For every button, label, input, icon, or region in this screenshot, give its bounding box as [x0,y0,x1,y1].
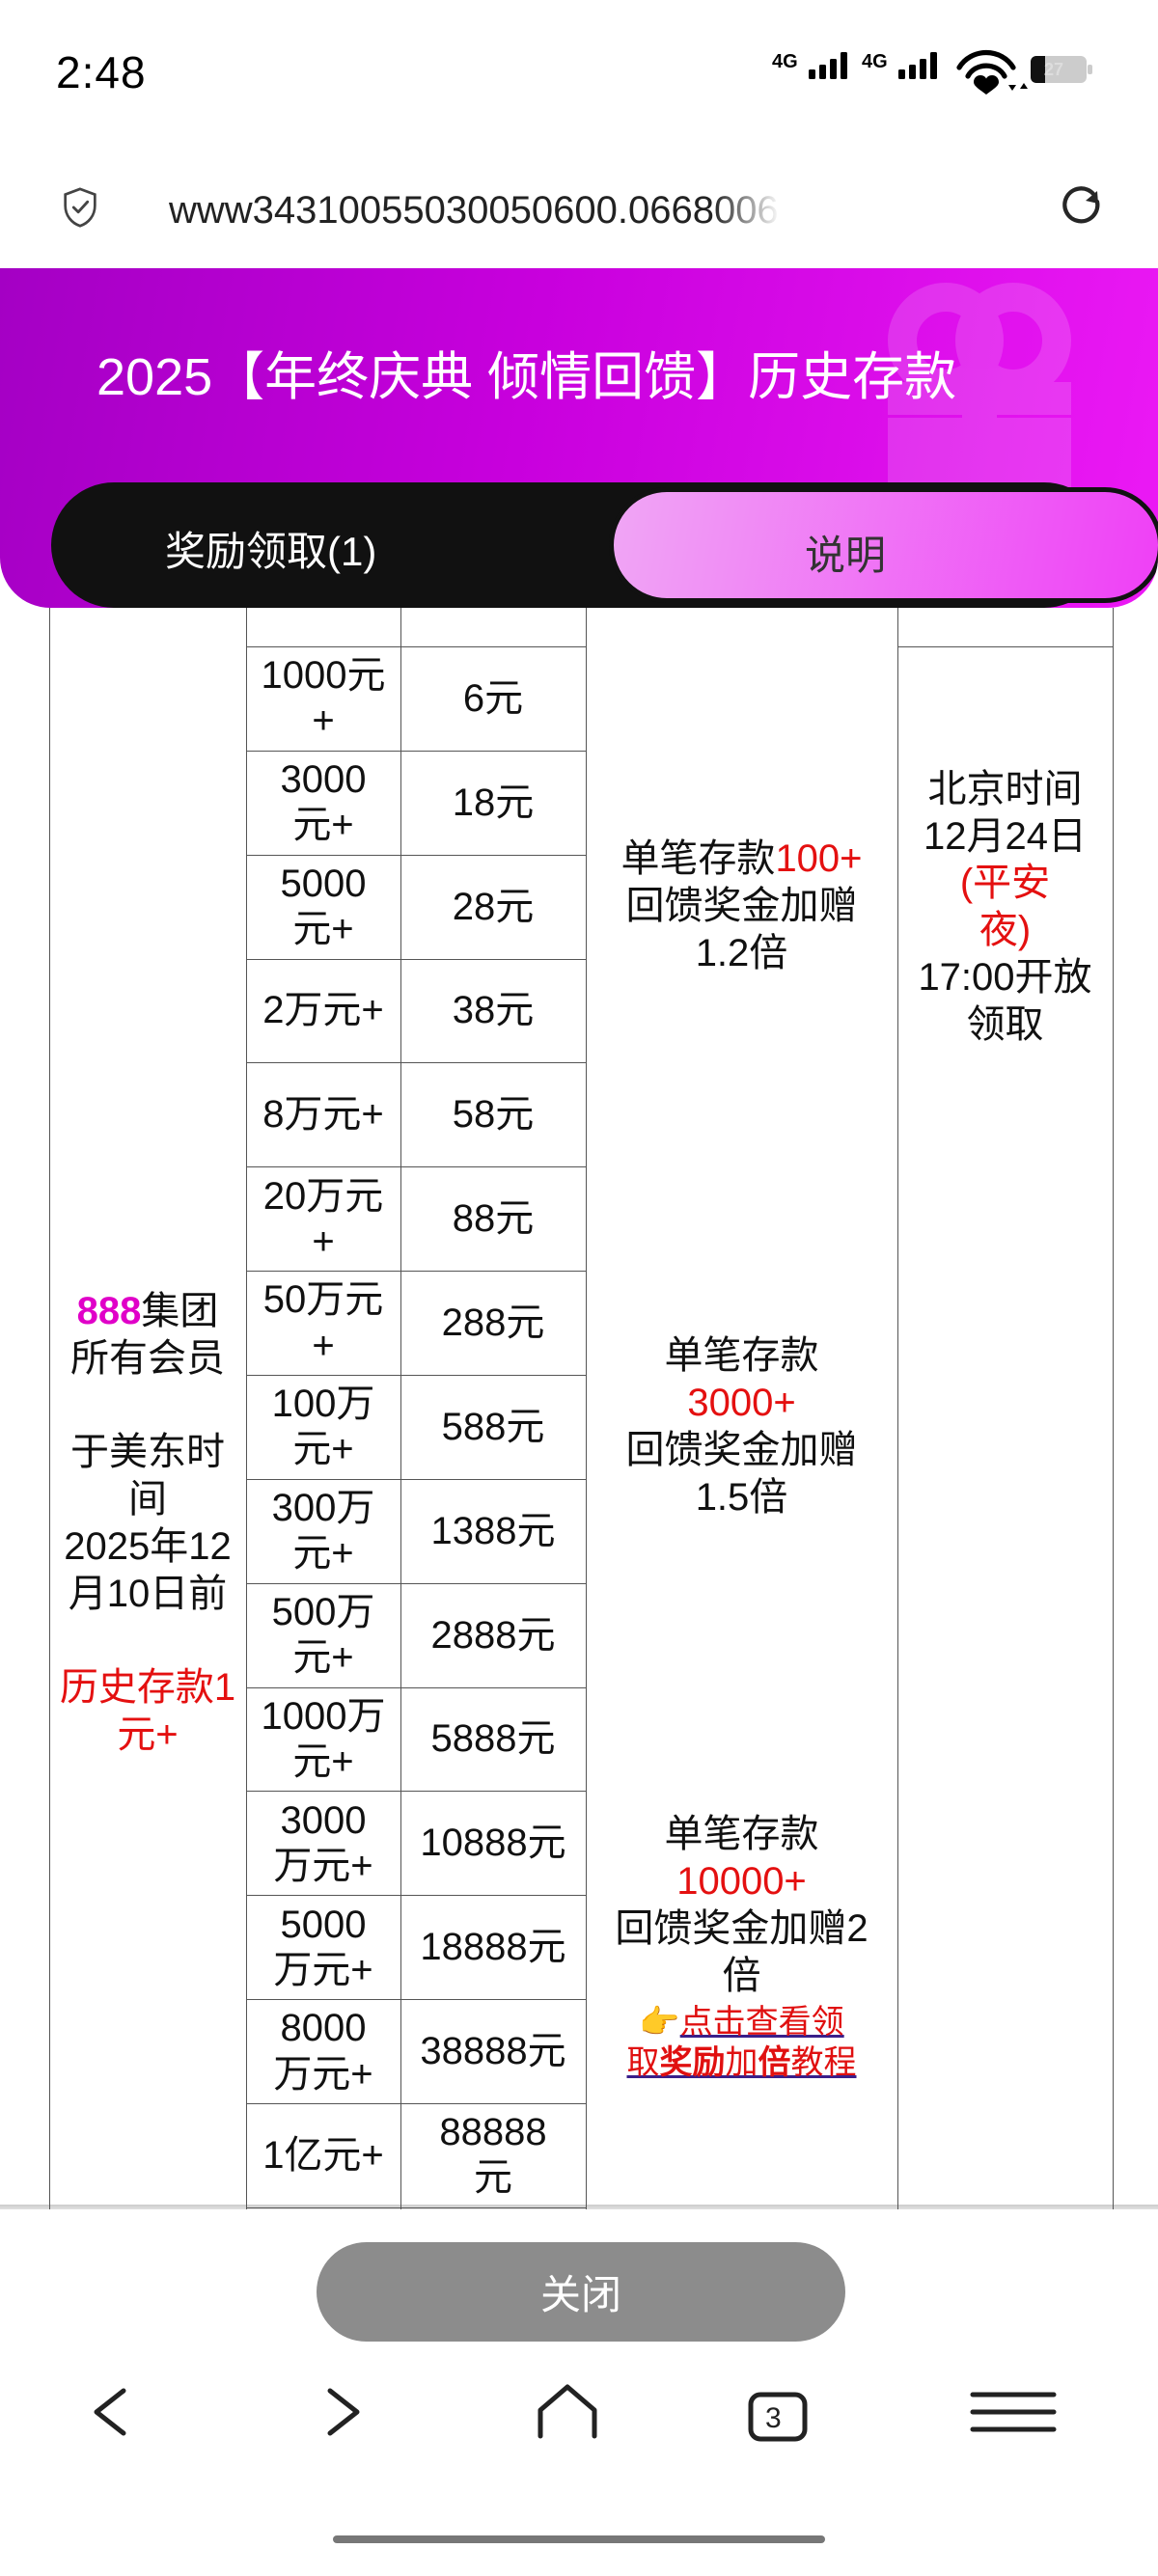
svg-text:4G: 4G [772,51,798,72]
svg-text:3: 3 [765,2402,782,2434]
svg-text:4G: 4G [862,51,888,72]
svg-text:27: 27 [1044,60,1063,79]
